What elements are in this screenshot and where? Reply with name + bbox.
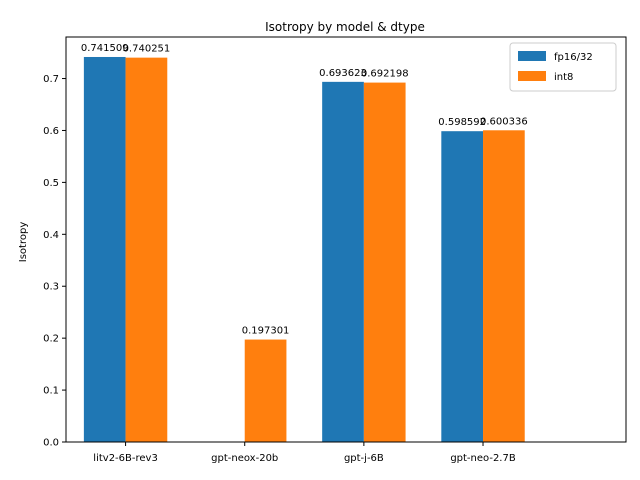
x-tick-label: litv2-6B-rev3 — [93, 453, 158, 464]
bar-fp1632-0 — [83, 56, 126, 442]
data-label: 0.598592 — [438, 117, 486, 128]
data-label: 0.741509 — [81, 43, 129, 54]
data-label: 0.197301 — [242, 326, 290, 337]
y-tick-label: 0.1 — [43, 386, 59, 397]
y-tick-label: 0.2 — [43, 334, 59, 345]
data-label: 0.692198 — [361, 69, 409, 80]
data-label: 0.600336 — [480, 116, 528, 127]
legend-swatch — [518, 71, 546, 81]
y-tick-label: 0.6 — [43, 126, 59, 137]
plot-frame — [65, 36, 627, 443]
y-tick-label: 0.0 — [43, 438, 59, 449]
chart-title: Isotropy by model & dtype — [265, 20, 425, 34]
legend-label: fp16/32 — [554, 52, 593, 63]
bar-int8-3 — [483, 130, 525, 442]
legend-box — [509, 42, 617, 92]
bar-fp1632-3 — [441, 131, 484, 442]
data-label: 0.693623 — [319, 68, 367, 79]
x-tick-label: gpt-neox-20b — [211, 453, 278, 464]
legend-label: int8 — [554, 72, 573, 83]
axes-layer: 0.0 0.1 0.2 0.3 0.4 0.5 0.6 0.7 litv2-6B-rev3 gpt… — [43, 36, 627, 464]
legend-swatch — [518, 51, 546, 61]
y-tick-label: 0.7 — [43, 74, 59, 85]
y-tick-label: 0.4 — [43, 230, 59, 241]
y-tick-label: 0.5 — [43, 178, 59, 189]
bar-int8-2 — [363, 82, 406, 442]
x-tick-label: gpt-j-6B — [344, 453, 384, 464]
data-label: 0.740251 — [123, 44, 171, 55]
bar-fp1632-2 — [322, 81, 364, 442]
bar-int8-1 — [244, 339, 287, 442]
y-axis-label: Isotropy — [18, 222, 29, 263]
legend: fp16/32 int8 — [509, 42, 617, 92]
bar-int8-0 — [125, 57, 168, 442]
y-tick-label: 0.3 — [43, 282, 59, 293]
x-tick-label: gpt-neo-2.7B — [450, 453, 516, 464]
bars-layer — [83, 56, 525, 442]
